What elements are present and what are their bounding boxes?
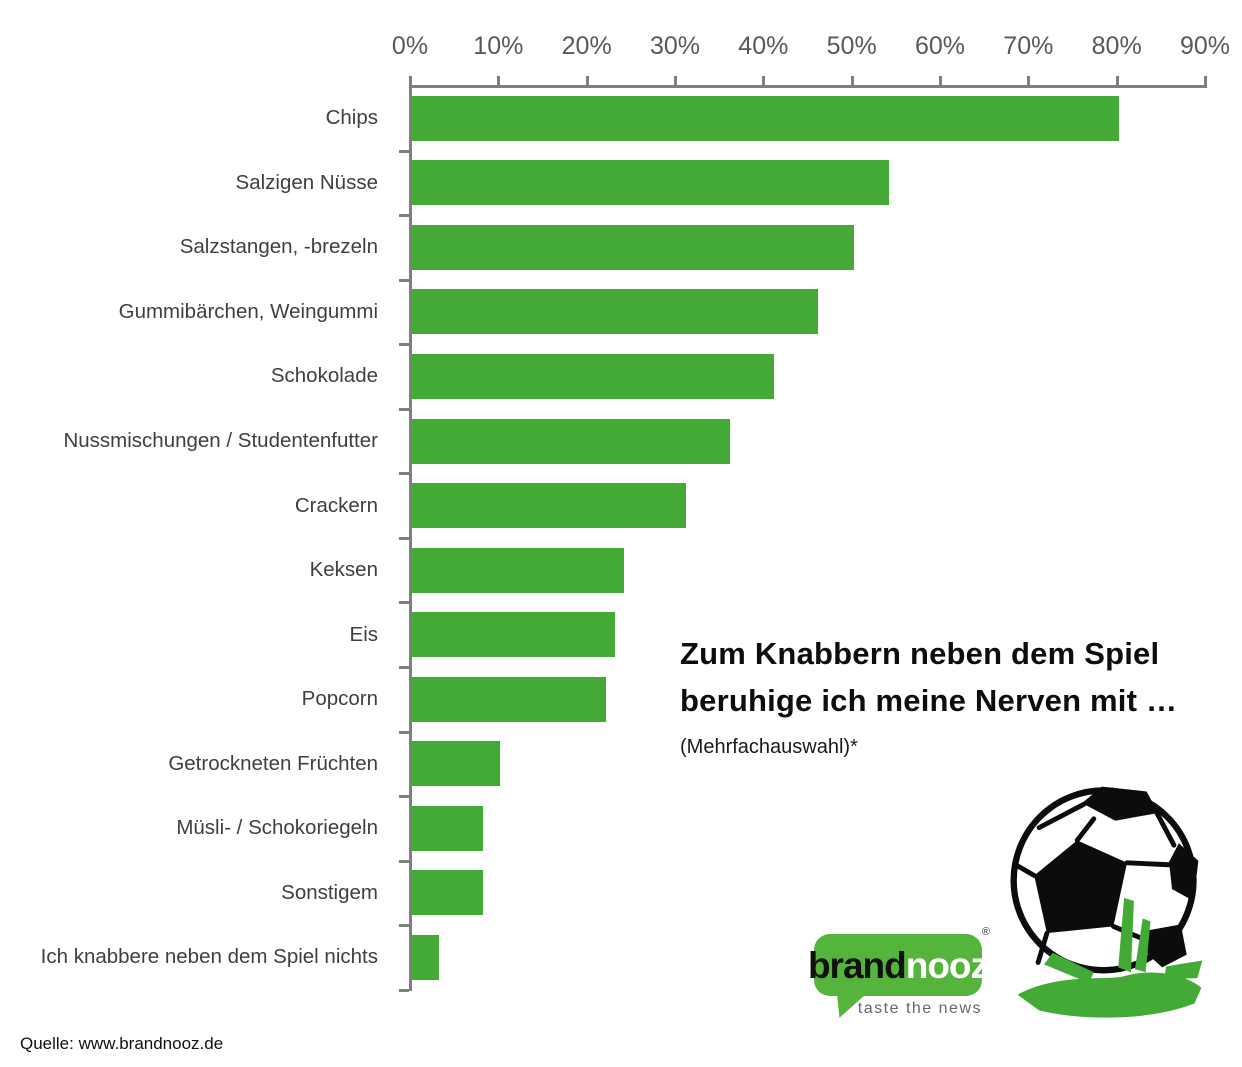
soccer-ball-on-grass-icon — [1010, 786, 1203, 1018]
x-axis-tick-label: 10% — [473, 32, 524, 60]
y-axis-tick — [399, 343, 409, 347]
speech-bubble: brandnooz — [808, 934, 989, 996]
category-label: Müsli- / Schokoriegeln — [176, 816, 378, 840]
bar — [412, 547, 624, 593]
y-axis-tick — [399, 924, 409, 928]
x-axis-tick-label: 40% — [738, 32, 789, 60]
x-axis-tick-label: 60% — [914, 32, 966, 60]
y-axis-tick — [399, 407, 409, 411]
bar — [412, 741, 501, 787]
y-axis-tick — [399, 859, 409, 863]
category-label: Eis — [349, 622, 378, 646]
registered-trademark-symbol: ® — [981, 926, 990, 938]
x-axis-tick-label: 50% — [826, 32, 877, 60]
category-label: Getrockneten Früchten — [168, 751, 378, 775]
x-axis-tick — [409, 76, 412, 85]
bar — [412, 870, 483, 916]
logo-word-nooz: nooz — [905, 944, 989, 986]
bar — [412, 612, 616, 658]
bar — [412, 224, 854, 270]
category-label: Sonstigem — [281, 880, 378, 904]
x-axis-tick — [850, 76, 854, 85]
x-axis-tick-label: 90% — [1179, 32, 1231, 60]
x-axis-line — [410, 85, 1207, 88]
bar — [412, 418, 730, 464]
category-label: Ich knabbere neben dem Spiel nichts — [40, 945, 378, 969]
source-caption: Quelle: www.brandnooz.de — [20, 1034, 224, 1053]
y-axis-tick — [399, 472, 409, 476]
bar — [412, 95, 1119, 141]
category-label: Chips — [325, 106, 378, 130]
category-label: Salzstangen, -brezeln — [179, 235, 378, 259]
chart-title-line-1: Zum Knabbern neben dem Spiel — [680, 636, 1160, 671]
bar — [412, 483, 686, 529]
x-axis-tick — [939, 76, 942, 85]
x-axis-tick — [674, 76, 677, 85]
y-axis-tick — [399, 214, 409, 218]
logo-wordmark: brandnooz — [807, 944, 989, 986]
y-axis-tick — [399, 536, 409, 540]
category-label: Crackern — [294, 493, 378, 517]
chart-subtitle: (Mehrfachauswahl)* — [680, 736, 858, 758]
bar — [412, 160, 889, 206]
x-axis-tick — [1204, 76, 1207, 85]
y-axis-tick — [399, 278, 409, 282]
x-axis-tick — [1027, 76, 1031, 85]
chart-title-line-2: beruhige ich meine Nerven mit … — [680, 683, 1178, 718]
y-axis-tick — [399, 149, 409, 153]
x-axis-tick-label: 80% — [1091, 32, 1142, 60]
category-label: Popcorn — [301, 687, 378, 711]
category-label: Nussmischungen / Studentenfutter — [63, 429, 378, 453]
bar — [412, 289, 819, 335]
y-axis-tick — [399, 730, 409, 734]
y-axis-tick — [399, 795, 409, 799]
y-axis-tick — [399, 601, 409, 605]
bar — [412, 676, 607, 722]
logo-tagline: taste the news — [857, 1000, 982, 1017]
category-label: Keksen — [309, 558, 378, 582]
category-label: Gummibärchen, Weingummi — [118, 299, 378, 323]
y-axis-line — [409, 85, 412, 991]
bar — [412, 934, 439, 980]
brandnooz-logo: brandnooz ® taste the news — [808, 924, 992, 1018]
y-axis-tick — [399, 665, 409, 669]
x-axis-tick — [1115, 76, 1119, 85]
category-label: Schokolade — [270, 364, 378, 388]
x-axis-tick-label: 20% — [561, 32, 612, 60]
category-label: Salzigen Nüsse — [235, 170, 378, 194]
y-axis-tick — [399, 988, 409, 992]
x-axis-tick — [585, 76, 589, 85]
x-axis-tick-label: 70% — [1003, 32, 1054, 60]
x-axis-tick — [497, 76, 501, 85]
x-axis-tick-label: 0% — [391, 32, 429, 60]
bar — [412, 805, 483, 851]
chart-title-block: Zum Knabbern neben dem Spiel beruhige ic… — [680, 630, 1220, 759]
x-axis-tick — [762, 76, 766, 85]
x-axis-tick-label: 30% — [649, 32, 701, 60]
bar — [412, 353, 775, 399]
logo-word-brand: brand — [807, 944, 907, 986]
